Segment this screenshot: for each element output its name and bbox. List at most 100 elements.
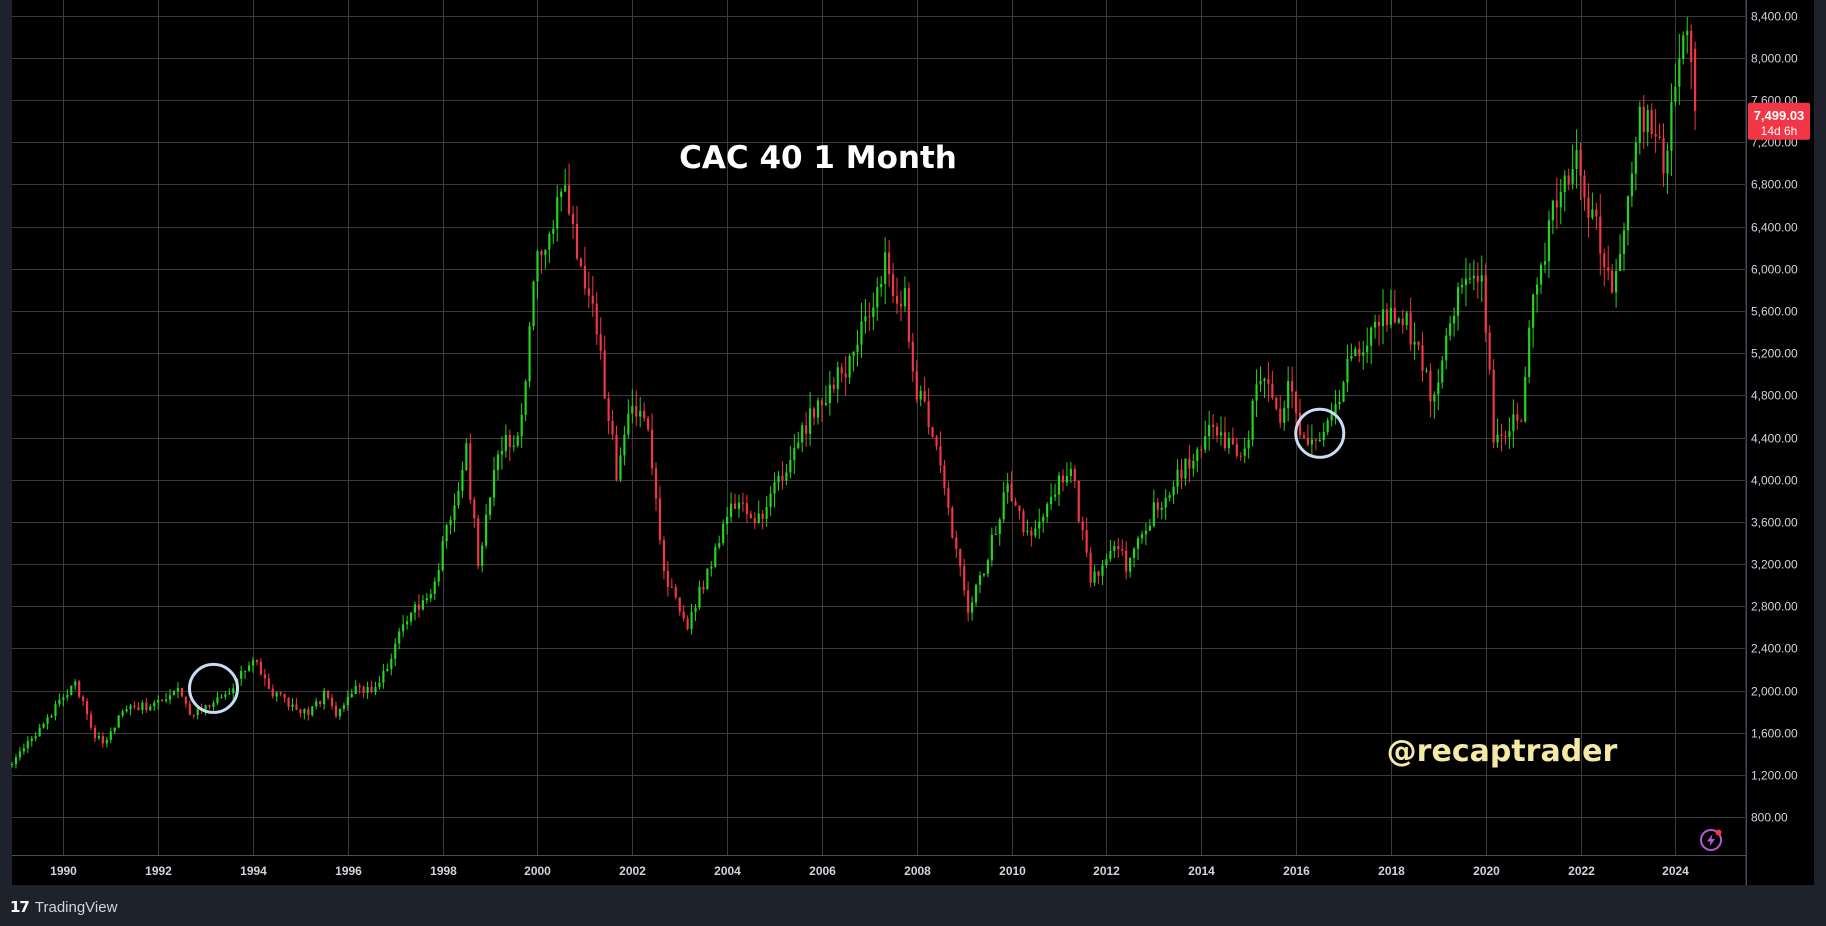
- candle-body: [366, 686, 369, 694]
- candle-body: [1014, 501, 1017, 506]
- candle-body: [1002, 492, 1005, 520]
- candle-body: [903, 288, 907, 307]
- candle-body: [556, 197, 559, 229]
- price-tick-label: 6,800.00: [1751, 178, 1798, 192]
- candle-body: [66, 694, 69, 698]
- candle-body: [753, 518, 756, 524]
- tradingview-brand[interactable]: 17 TradingView: [10, 896, 117, 918]
- tradingview-brand-label: TradingView: [34, 898, 118, 916]
- candle-body: [295, 704, 298, 710]
- candle-body: [856, 344, 859, 352]
- price-tick-label: 2,000.00: [1751, 685, 1798, 699]
- candle-body: [781, 475, 784, 481]
- candle-body: [998, 519, 1001, 534]
- candle-body: [488, 497, 492, 515]
- candle-body: [386, 669, 389, 671]
- candle-body: [571, 213, 575, 224]
- candle-body: [445, 525, 448, 542]
- candle-body: [1381, 309, 1385, 327]
- candle-body: [330, 697, 334, 706]
- candle-body: [880, 283, 883, 288]
- candle-body: [30, 738, 33, 741]
- candle-body: [840, 367, 843, 374]
- candle-body: [951, 507, 954, 538]
- candle-body: [872, 307, 875, 318]
- candle-body: [1508, 431, 1511, 437]
- lightning-icon[interactable]: [1700, 829, 1722, 851]
- candle-body: [1567, 175, 1570, 184]
- last-price-countdown: 14d 6h: [1761, 124, 1798, 138]
- candle-body: [1413, 341, 1416, 345]
- candle-body: [323, 690, 326, 705]
- candle-body: [824, 403, 827, 405]
- candle-body: [797, 442, 800, 448]
- candle-body: [161, 699, 164, 702]
- candle-body: [1132, 548, 1136, 558]
- candle-body: [1571, 169, 1574, 184]
- candle-body: [1283, 408, 1286, 423]
- candle-body: [1358, 348, 1361, 356]
- candle-body: [413, 604, 417, 613]
- candle-body: [1370, 327, 1373, 346]
- candle-body: [1650, 110, 1653, 135]
- candle-body: [1468, 278, 1472, 280]
- candle-body: [749, 513, 752, 519]
- candle-body: [1362, 352, 1365, 356]
- candle-body: [967, 590, 970, 613]
- candle-body: [1666, 150, 1669, 174]
- time-axis-panel[interactable]: [12, 856, 1745, 885]
- candle-body: [492, 470, 496, 498]
- candle-body: [1188, 458, 1191, 469]
- candle-body: [575, 223, 579, 259]
- candle-body: [860, 321, 863, 345]
- candle-body: [1591, 209, 1594, 218]
- candle-body: [1006, 483, 1009, 493]
- candle-body: [326, 690, 330, 698]
- candle-body: [583, 265, 586, 289]
- candle-body: [1235, 444, 1238, 456]
- candle-body: [1393, 307, 1396, 323]
- tradingview-logo-icon: 17: [10, 898, 30, 916]
- candle-body: [911, 341, 914, 372]
- candle-body: [1144, 530, 1148, 535]
- candle-body: [315, 701, 318, 707]
- candle-body: [1208, 424, 1211, 437]
- candle-body: [402, 624, 405, 632]
- candle-body: [382, 670, 385, 683]
- candle-body: [1682, 35, 1685, 59]
- candle-body: [101, 735, 104, 744]
- candle-body: [1259, 380, 1262, 385]
- highlight-circle: [188, 662, 240, 714]
- candle-body: [378, 682, 381, 687]
- candle-body: [425, 598, 428, 601]
- candle-body: [1330, 413, 1333, 421]
- price-axis-panel[interactable]: [1746, 0, 1814, 885]
- price-tick-label: 8,400.00: [1751, 10, 1798, 24]
- candle-body: [1227, 438, 1230, 449]
- chart-title: CAC 40 1 Month: [679, 140, 957, 176]
- candle-body: [1018, 505, 1021, 512]
- candle-body: [1204, 436, 1207, 450]
- price-tick-label: 2,400.00: [1751, 642, 1798, 656]
- candle-body: [1539, 264, 1543, 285]
- candle-body: [520, 414, 523, 437]
- candle-body: [251, 660, 255, 666]
- time-tick-label: 2010: [999, 864, 1026, 878]
- candle-body: [836, 367, 839, 389]
- plot-area[interactable]: [12, 0, 1745, 885]
- candle-body: [595, 303, 598, 335]
- candle-body: [1302, 435, 1306, 438]
- last-price-badge: [1748, 102, 1810, 140]
- candle-body: [212, 702, 215, 707]
- candle-body: [907, 288, 910, 342]
- candle-body: [303, 709, 306, 714]
- candle-body: [1239, 455, 1242, 457]
- candle-body: [22, 748, 25, 752]
- last-price-label: 7,499.03 14d 6h: [1748, 102, 1810, 140]
- time-tick-label: 1992: [145, 864, 172, 878]
- candle-body: [70, 685, 73, 695]
- candle-body: [1634, 142, 1637, 174]
- candle-body: [761, 513, 764, 519]
- candle-body: [1433, 394, 1436, 402]
